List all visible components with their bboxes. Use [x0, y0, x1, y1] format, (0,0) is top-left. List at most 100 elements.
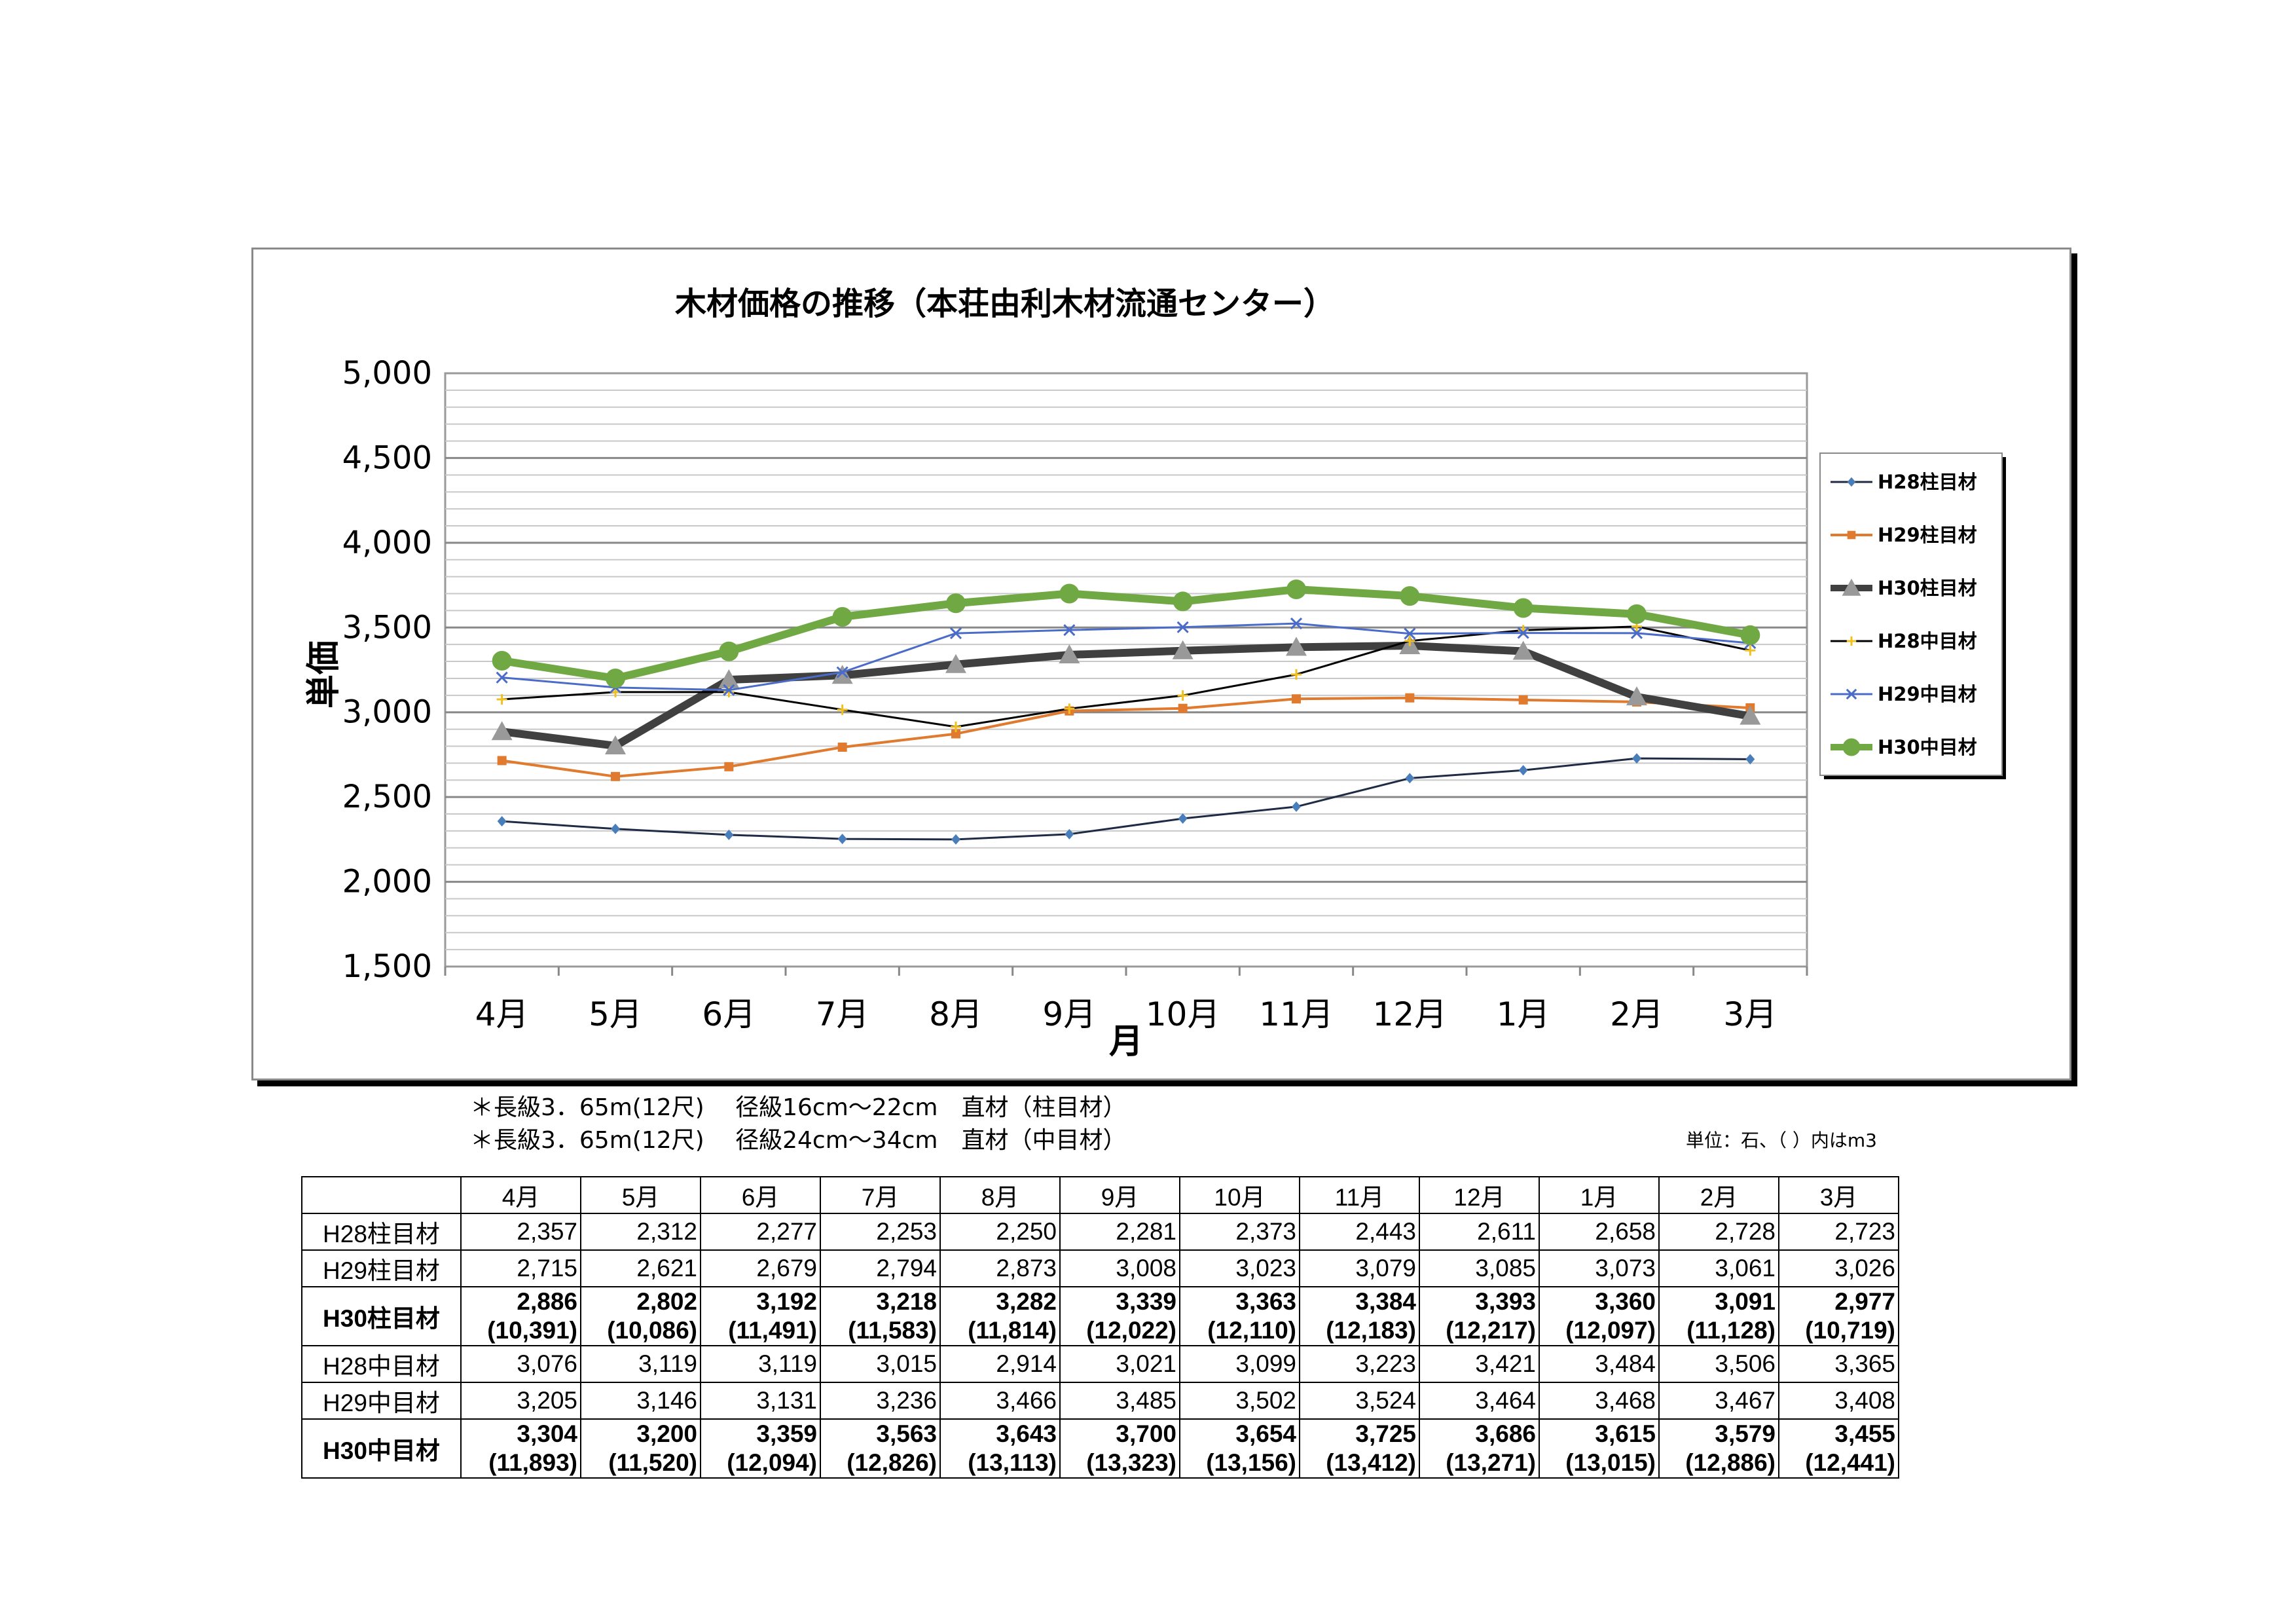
x-tick-label: 10月 — [1146, 995, 1220, 1033]
table-cell: 3,686 (13,271) — [1419, 1418, 1540, 1479]
legend-box — [1819, 452, 2003, 776]
row-label: H30柱目材 — [301, 1286, 462, 1346]
data-point — [1290, 618, 1303, 630]
table-cell: 3,408 — [1778, 1382, 1899, 1420]
data-point — [611, 771, 620, 781]
cell-value-m3: (12,183) — [1326, 1317, 1416, 1344]
cell-value-m3: (10,391) — [487, 1317, 577, 1344]
x-tick-label: 5月 — [589, 995, 642, 1033]
x-tick-label: 8月 — [929, 995, 983, 1033]
table-cell: 2,802 (10,086) — [580, 1286, 701, 1346]
data-point — [1513, 598, 1533, 618]
table-cell: 2,679 — [700, 1249, 821, 1287]
data-point — [1065, 828, 1074, 840]
table-cell: 3,099 — [1179, 1345, 1300, 1383]
table-header-cell: 6月 — [700, 1176, 821, 1214]
legend-label: H28中目材 — [1878, 630, 1977, 652]
table-body: H28柱目材 2,357 2,312 2,277 2,253 2,250 2,281 2,37… — [301, 1213, 1899, 1479]
data-point — [1740, 625, 1760, 645]
data-point — [724, 762, 734, 771]
cell-value-koku: 3,725 — [1355, 1420, 1416, 1447]
table-cell: 3,282 (11,814) — [939, 1286, 1061, 1346]
table-row: H30中目材 3,304 (11,893) 3,200 (11,520) 3,359 (12… — [301, 1418, 1899, 1479]
table-header-cell: 8月 — [939, 1176, 1061, 1214]
cell-value-koku: 3,091 — [1715, 1288, 1776, 1315]
table-cell: 3,384 (12,183) — [1299, 1286, 1420, 1346]
table-cell: 3,466 — [939, 1382, 1061, 1420]
data-point — [1846, 636, 1857, 646]
table-cell: 3,579 (12,886) — [1658, 1418, 1779, 1479]
table-header-cell: 12月 — [1419, 1176, 1540, 1214]
data-point — [719, 641, 739, 661]
data-point — [1847, 530, 1856, 540]
data-point — [496, 671, 508, 684]
table-cell: 3,643 (13,113) — [939, 1418, 1061, 1479]
table-cell: 3,363 (12,110) — [1179, 1286, 1300, 1346]
table-cell: 3,304 (11,893) — [460, 1418, 581, 1479]
data-point — [1745, 645, 1756, 656]
table-cell: 3,200 (11,520) — [580, 1418, 701, 1479]
table-cell: 3,079 — [1299, 1249, 1420, 1287]
table-cell: 3,015 — [820, 1345, 941, 1383]
cell-value-koku: 3,282 — [996, 1288, 1057, 1315]
table-row: H28柱目材 2,357 2,312 2,277 2,253 2,250 2,281 2,37… — [301, 1213, 1899, 1251]
data-point — [1292, 694, 1301, 704]
cell-value-koku: 3,579 — [1715, 1420, 1776, 1447]
x-axis-ticks: 4月 5月 6月 7月 8月 9月 10月 11月 12月 1月 2月 3月 — [444, 967, 1808, 1033]
data-point — [1177, 690, 1188, 701]
table-corner-cell — [301, 1176, 462, 1214]
table-cell: 3,484 — [1539, 1345, 1660, 1383]
table-header-cell: 11月 — [1299, 1176, 1420, 1214]
table-cell: 2,281 — [1059, 1213, 1180, 1251]
data-point — [1286, 580, 1306, 600]
series-H29中目材 — [496, 618, 1757, 696]
data-table: 4月 5月 6月 7月 8月 9月 10月 11月 12月 1月 2月 3月 H28柱目材 2,357 2… — [301, 1176, 1899, 1479]
table-cell: 3,023 — [1179, 1249, 1300, 1287]
data-point — [1064, 703, 1075, 714]
table-cell: 3,085 — [1419, 1249, 1540, 1287]
data-point — [1745, 754, 1755, 765]
table-cell: 2,621 — [580, 1249, 701, 1287]
y-tick-label: 2,000 — [342, 864, 432, 900]
table-cell: 3,506 — [1658, 1345, 1779, 1383]
x-axis-label: 月 — [1109, 1022, 1143, 1061]
data-point — [945, 654, 966, 673]
cell-value-koku: 3,615 — [1595, 1420, 1656, 1447]
table-cell: 3,021 — [1059, 1345, 1180, 1383]
table-cell: 2,658 — [1539, 1213, 1660, 1251]
table-cell: 2,728 — [1658, 1213, 1779, 1251]
cell-value-m3: (10,086) — [607, 1317, 697, 1344]
cell-value-m3: (12,441) — [1805, 1449, 1895, 1476]
table-cell: 3,205 — [460, 1382, 581, 1420]
table-cell: 3,468 — [1539, 1382, 1660, 1420]
series-H30柱目材 — [491, 635, 1761, 754]
x-tick-label: 9月 — [1042, 995, 1096, 1033]
cell-value-koku: 3,686 — [1475, 1420, 1536, 1447]
series-line — [501, 622, 1751, 692]
table-cell: 3,119 — [580, 1345, 701, 1383]
cell-value-koku: 3,192 — [756, 1288, 817, 1315]
data-point — [1517, 627, 1529, 639]
data-point — [1173, 591, 1193, 612]
x-tick-label: 2月 — [1610, 995, 1664, 1033]
table-cell: 3,455 (12,441) — [1778, 1418, 1899, 1479]
spec-note-1: ＊長級3．65m(12尺) 径級16cm～22cm 直材（柱目材） — [470, 1094, 1127, 1121]
table-cell: 2,873 — [939, 1249, 1061, 1287]
data-point — [723, 686, 735, 697]
data-point — [1405, 773, 1415, 784]
legend-label: H30柱目材 — [1878, 577, 1977, 599]
cell-value-koku: 3,304 — [517, 1420, 577, 1447]
cell-value-m3: (11,520) — [608, 1449, 697, 1476]
table-cell: 3,365 — [1778, 1345, 1899, 1383]
data-point — [492, 651, 512, 671]
data-point — [1172, 640, 1194, 659]
table-cell: 3,073 — [1539, 1249, 1660, 1287]
cell-value-koku: 3,643 — [996, 1420, 1057, 1447]
cell-value-koku: 3,700 — [1116, 1420, 1176, 1447]
data-point — [1847, 477, 1856, 487]
data-point — [1740, 705, 1761, 725]
cell-value-m3: (12,886) — [1685, 1449, 1776, 1476]
cell-value-m3: (12,110) — [1207, 1317, 1296, 1344]
y-tick-label: 4,000 — [342, 525, 432, 561]
data-point — [1063, 624, 1076, 637]
